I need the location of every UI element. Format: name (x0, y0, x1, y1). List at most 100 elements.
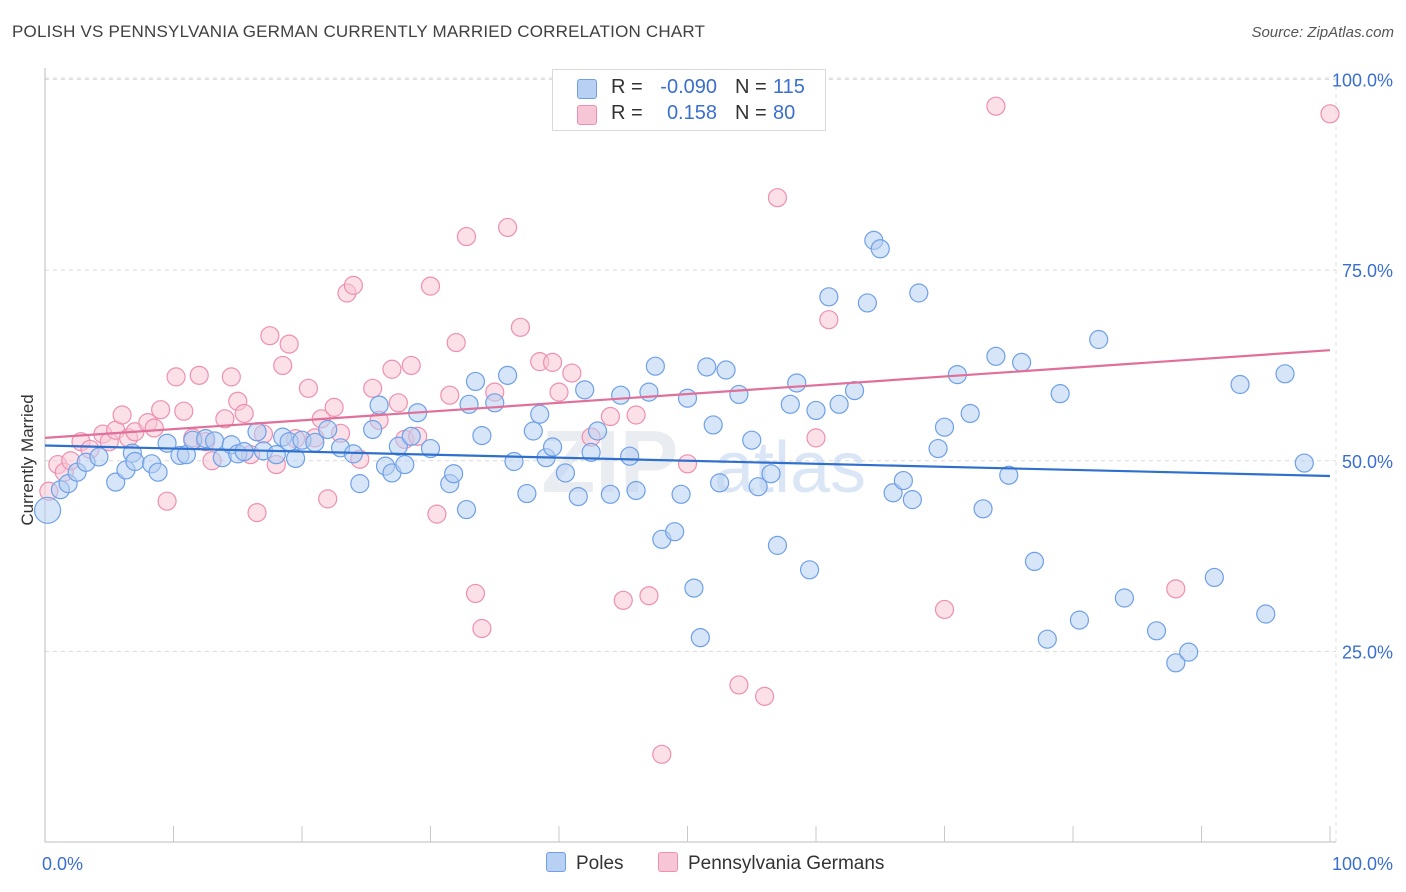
point-poles (568, 486, 588, 507)
legend-item-pennsylvania-germans: Pennsylvania Germans (658, 852, 884, 875)
point-pennsylvania-germans (427, 504, 447, 524)
point-pennsylvania-germans (446, 332, 466, 353)
point-pennsylvania-germans (401, 355, 421, 376)
point-poles (587, 421, 608, 441)
point-poles (611, 385, 631, 405)
point-poles (234, 442, 254, 462)
point-poles (639, 382, 659, 402)
point-pennsylvania-germans (472, 618, 492, 639)
point-pennsylvania-germans (324, 397, 344, 417)
y-tick-label: 25.0% (1342, 642, 1393, 662)
point-poles (742, 430, 762, 450)
pennsylvania-germans-swatch (577, 105, 597, 125)
point-poles (575, 380, 595, 400)
point-poles (806, 400, 826, 421)
point-poles (33, 496, 62, 524)
point-poles (465, 371, 486, 392)
point-poles (1179, 642, 1199, 662)
point-poles (1114, 588, 1135, 608)
y-tick-label: 75.0% (1342, 261, 1393, 281)
series-pennsylvania-germans (39, 96, 1340, 764)
point-poles (748, 477, 768, 497)
point-pennsylvania-germans (318, 489, 338, 509)
point-poles (485, 393, 505, 413)
point-poles (1230, 374, 1250, 395)
point-poles (799, 560, 820, 580)
point-poles (125, 451, 145, 472)
point-pennsylvania-germans (934, 599, 955, 620)
point-poles (934, 417, 955, 437)
point-poles (729, 384, 749, 405)
point-pennsylvania-germans (465, 583, 486, 604)
point-pennsylvania-germans (440, 385, 460, 405)
poles-swatch (546, 852, 566, 872)
watermark-atlas: atlas (714, 428, 866, 508)
point-poles (690, 628, 710, 648)
x-tick-label: 100.0% (1332, 854, 1393, 874)
point-pennsylvania-germans (151, 400, 171, 420)
point-pennsylvania-germans (112, 405, 132, 425)
point-pennsylvania-germans (562, 363, 582, 383)
point-poles (844, 381, 865, 401)
point-poles (504, 451, 524, 472)
point-pennsylvania-germans (247, 502, 267, 523)
point-poles (1275, 364, 1295, 384)
point-pennsylvania-germans (189, 365, 209, 385)
trend-line-poles (44, 444, 1331, 478)
point-poles (716, 360, 736, 380)
r-label: R = (611, 102, 643, 124)
point-poles (1294, 453, 1314, 473)
point-pennsylvania-germans (806, 428, 826, 448)
point-poles (472, 425, 492, 446)
point-pennsylvania-germans (542, 352, 563, 372)
point-poles (626, 480, 646, 501)
point-poles (395, 454, 415, 475)
point-pennsylvania-germans (754, 686, 775, 706)
y-tick-label: 50.0% (1342, 452, 1393, 472)
point-poles (1011, 352, 1032, 372)
point-poles (388, 436, 408, 456)
n-value: 115 (773, 76, 805, 98)
point-pennsylvania-germans (600, 406, 621, 427)
point-poles (205, 431, 225, 451)
axes (44, 68, 1336, 843)
point-pennsylvania-germans (639, 586, 659, 606)
point-poles (523, 421, 543, 441)
chart-title: POLISH VS PENNSYLVANIA GERMAN CURRENTLY … (12, 22, 706, 41)
x-tick-label: 0.0% (42, 854, 83, 874)
n-label: N = (735, 102, 767, 124)
point-pennsylvania-germans (363, 378, 383, 398)
point-poles (1024, 551, 1045, 572)
series-poles (33, 230, 1314, 673)
point-poles (857, 293, 878, 313)
point-pennsylvania-germans (166, 367, 186, 387)
point-poles (600, 484, 621, 504)
point-pennsylvania-germans (613, 590, 633, 610)
point-poles (671, 484, 691, 504)
point-pennsylvania-germans (1166, 579, 1186, 599)
point-pennsylvania-germans (549, 382, 569, 402)
point-poles (703, 415, 723, 435)
pennsylvania-germans-swatch (658, 852, 678, 872)
grid-lines (45, 77, 1337, 842)
point-pennsylvania-germans (626, 405, 646, 425)
point-pennsylvania-germans (677, 454, 698, 474)
point-pennsylvania-germans (382, 359, 402, 379)
point-poles (350, 474, 370, 494)
r-value: 0.158 (666, 102, 717, 124)
point-poles (148, 462, 168, 482)
point-poles (1037, 629, 1057, 649)
point-poles (761, 464, 781, 484)
point-pennsylvania-germans (343, 275, 363, 295)
tick-labels: 25.0% 50.0% 75.0% 100.0% 0.0% 100.0% (42, 71, 1393, 875)
point-poles (620, 446, 640, 466)
trend-lines (44, 349, 1331, 478)
point-poles (369, 395, 389, 415)
point-pennsylvania-germans (388, 393, 408, 413)
point-pennsylvania-germans (273, 355, 293, 376)
r-value: -0.090 (660, 76, 717, 98)
point-pennsylvania-germans (144, 418, 164, 438)
point-poles (665, 522, 685, 542)
n-label: N = (735, 76, 767, 98)
